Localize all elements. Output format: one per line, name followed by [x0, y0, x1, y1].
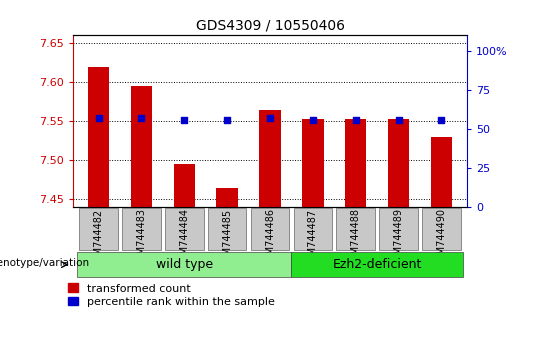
FancyBboxPatch shape [336, 208, 375, 251]
Text: GSM744482: GSM744482 [93, 209, 104, 268]
FancyBboxPatch shape [292, 252, 463, 278]
Text: GSM744485: GSM744485 [222, 209, 232, 268]
FancyBboxPatch shape [77, 252, 292, 278]
Text: GSM744488: GSM744488 [350, 209, 361, 267]
Title: GDS4309 / 10550406: GDS4309 / 10550406 [195, 19, 345, 33]
Bar [431, 137, 452, 207]
Point [308, 117, 317, 122]
Bar [173, 164, 195, 207]
Point [180, 117, 188, 122]
Text: genotype/variation: genotype/variation [0, 258, 90, 268]
Point [266, 115, 274, 121]
Text: wild type: wild type [156, 258, 213, 271]
FancyBboxPatch shape [165, 208, 204, 251]
Point [94, 115, 103, 121]
FancyBboxPatch shape [294, 208, 332, 251]
Bar [259, 109, 281, 207]
Text: GSM744483: GSM744483 [137, 209, 146, 267]
Bar [217, 188, 238, 207]
Text: GSM744490: GSM744490 [436, 209, 447, 267]
Bar [302, 119, 323, 207]
Point [137, 115, 146, 121]
Text: GSM744486: GSM744486 [265, 209, 275, 267]
Text: Ezh2-deficient: Ezh2-deficient [333, 258, 422, 271]
Text: GSM744484: GSM744484 [179, 209, 190, 267]
Point [437, 117, 445, 122]
FancyBboxPatch shape [79, 208, 118, 251]
FancyBboxPatch shape [379, 208, 418, 251]
Bar [88, 67, 109, 207]
Point [352, 117, 360, 122]
Bar [345, 119, 367, 207]
Bar [131, 86, 152, 207]
FancyBboxPatch shape [251, 208, 289, 251]
Point [394, 117, 403, 122]
FancyBboxPatch shape [208, 208, 246, 251]
FancyBboxPatch shape [422, 208, 461, 251]
Bar [388, 119, 409, 207]
FancyBboxPatch shape [122, 208, 161, 251]
Point [223, 117, 232, 122]
Text: GSM744487: GSM744487 [308, 209, 318, 268]
Text: GSM744489: GSM744489 [394, 209, 403, 267]
Legend: transformed count, percentile rank within the sample: transformed count, percentile rank withi… [63, 279, 279, 312]
